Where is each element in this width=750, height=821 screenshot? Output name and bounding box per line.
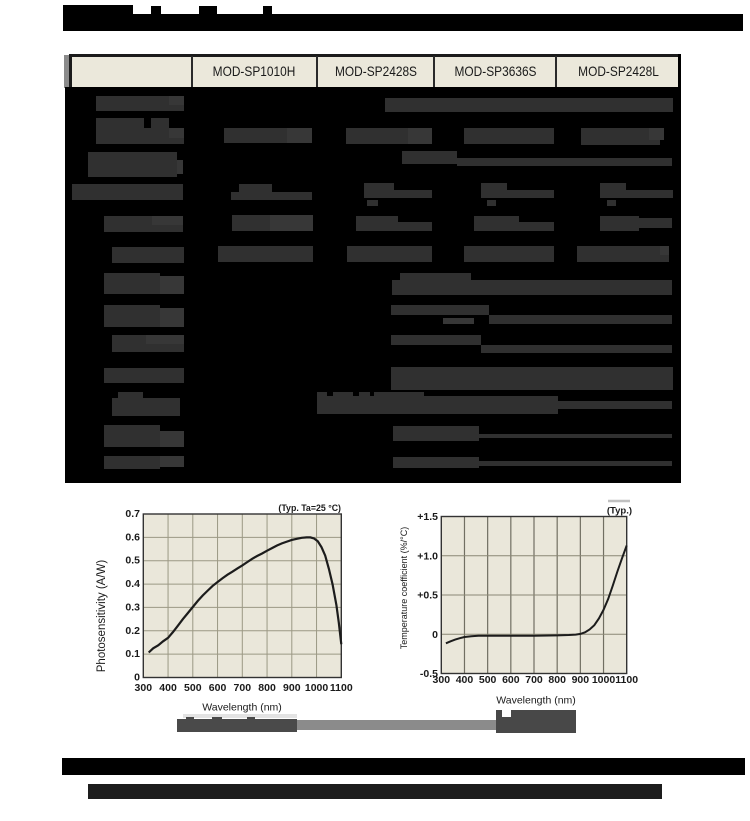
- svg-text:0.1: 0.1: [125, 648, 140, 660]
- svg-text:0.7: 0.7: [125, 508, 140, 520]
- svg-text:600: 600: [502, 674, 520, 686]
- svg-text:Photosensitivity (A/W): Photosensitivity (A/W): [96, 560, 108, 673]
- svg-text:300: 300: [135, 682, 153, 694]
- svg-text:Wavelength (nm): Wavelength (nm): [496, 695, 576, 707]
- svg-text:0.5: 0.5: [125, 555, 140, 567]
- svg-text:900: 900: [283, 682, 301, 694]
- svg-text:400: 400: [456, 674, 474, 686]
- svg-text:300: 300: [433, 674, 451, 686]
- svg-text:900: 900: [572, 674, 590, 686]
- svg-text:-0.5: -0.5: [420, 668, 438, 680]
- svg-text:700: 700: [234, 682, 252, 694]
- svg-text:(Typ. Ta=25 °C): (Typ. Ta=25 °C): [278, 503, 341, 513]
- svg-text:1000: 1000: [305, 682, 329, 694]
- svg-text:600: 600: [209, 682, 227, 694]
- svg-text:1100: 1100: [330, 682, 353, 694]
- svg-text:+0.5: +0.5: [417, 590, 438, 602]
- svg-text:1000: 1000: [592, 674, 616, 686]
- svg-text:800: 800: [258, 682, 276, 694]
- svg-text:0.3: 0.3: [125, 601, 140, 613]
- svg-text:700: 700: [525, 674, 543, 686]
- svg-text:+1.0: +1.0: [417, 550, 438, 562]
- svg-text:Wavelength (nm): Wavelength (nm): [202, 702, 282, 714]
- svg-text:500: 500: [184, 682, 202, 694]
- svg-text:Temperature coefficient (%/°C): Temperature coefficient (%/°C): [399, 527, 409, 649]
- svg-text:0: 0: [432, 629, 438, 641]
- svg-text:400: 400: [159, 682, 177, 694]
- svg-text:0: 0: [134, 672, 140, 684]
- svg-text:500: 500: [479, 674, 497, 686]
- svg-text:0.4: 0.4: [125, 578, 140, 590]
- svg-text:0.6: 0.6: [125, 531, 140, 543]
- svg-text:(Typ.): (Typ.): [607, 506, 632, 517]
- svg-text:1100: 1100: [615, 674, 638, 686]
- svg-text:0.2: 0.2: [125, 625, 140, 637]
- svg-text:+1.5: +1.5: [417, 511, 438, 523]
- svg-text:800: 800: [548, 674, 566, 686]
